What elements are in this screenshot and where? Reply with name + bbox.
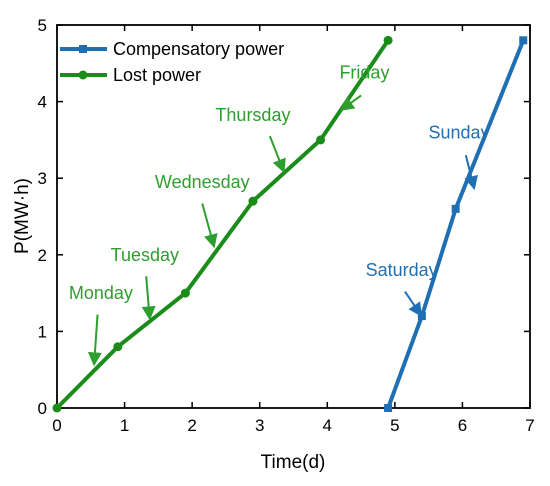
legend-label-compensatory: Compensatory power [113,39,284,59]
data-point [383,35,393,45]
legend-marker-lost [78,70,88,80]
x-axis-title: Time(d) [261,452,326,473]
annotations: Monday Tuesday Wednesday Thursday Friday Sund… [69,63,490,367]
data-point [451,204,460,213]
annotation-monday: Monday [69,283,133,367]
data-point [113,342,123,352]
data-point [180,288,190,298]
annotation-label: Thursday [215,105,290,125]
x-tick-label: 6 [458,416,467,435]
legend: Compensatory power Lost power [60,39,284,85]
y-tick-label: 0 [38,399,47,418]
annotation-arrow [339,94,362,111]
annotation-friday: Friday [339,63,389,111]
annotation-arrow [87,314,102,367]
annotation-label: Sunday [429,122,490,142]
annotation-arrow [268,135,286,174]
x-tick-label: 5 [390,416,399,435]
y-axis-title: P(MW·h) [12,178,33,254]
series-compensatory-power [384,36,528,412]
data-point [248,196,258,206]
annotation-arrow [464,154,478,191]
x-tick-label: 4 [323,416,332,435]
data-point [52,403,62,413]
annotation-label: Saturday [366,260,438,280]
data-point [384,404,393,412]
annotation-label: Friday [339,63,389,83]
annotation-arrow [404,291,423,317]
y-tick-label: 1 [38,322,47,341]
annotation-label: Monday [69,283,133,303]
legend-marker-compensatory [79,45,87,53]
plot-frame [56,24,531,409]
y-tick-label: 2 [38,246,47,265]
x-tick-label: 3 [255,416,264,435]
annotation-saturday: Saturday [366,260,438,317]
annotation-label: Tuesday [111,245,179,265]
series-line [386,39,526,409]
x-tick-label: 7 [525,416,534,435]
annotation-tuesday: Tuesday [111,245,179,321]
annotation-arrow [141,276,156,321]
annotation-wednesday: Wednesday [155,172,250,249]
y-tick-label: 3 [38,169,47,188]
x-tick-label: 0 [52,416,61,435]
annotation-label: Wednesday [155,172,250,192]
x-tick-label: 2 [187,416,196,435]
y-tick-label: 4 [38,93,47,112]
annotation-thursday: Thursday [215,105,290,174]
legend-label-lost: Lost power [113,65,201,85]
x-tick-label: 1 [120,416,129,435]
series-line [55,39,390,410]
data-series [52,35,528,413]
annotation-sunday: Sunday [429,122,490,191]
annotation-arrow [201,203,218,249]
axis-ticks: 0 1 2 3 4 5 6 7 0 1 2 3 4 5 [38,16,535,435]
data-point [316,135,326,145]
data-point [519,36,528,45]
y-tick-label: 5 [38,16,47,35]
series-lost-power [52,35,393,413]
